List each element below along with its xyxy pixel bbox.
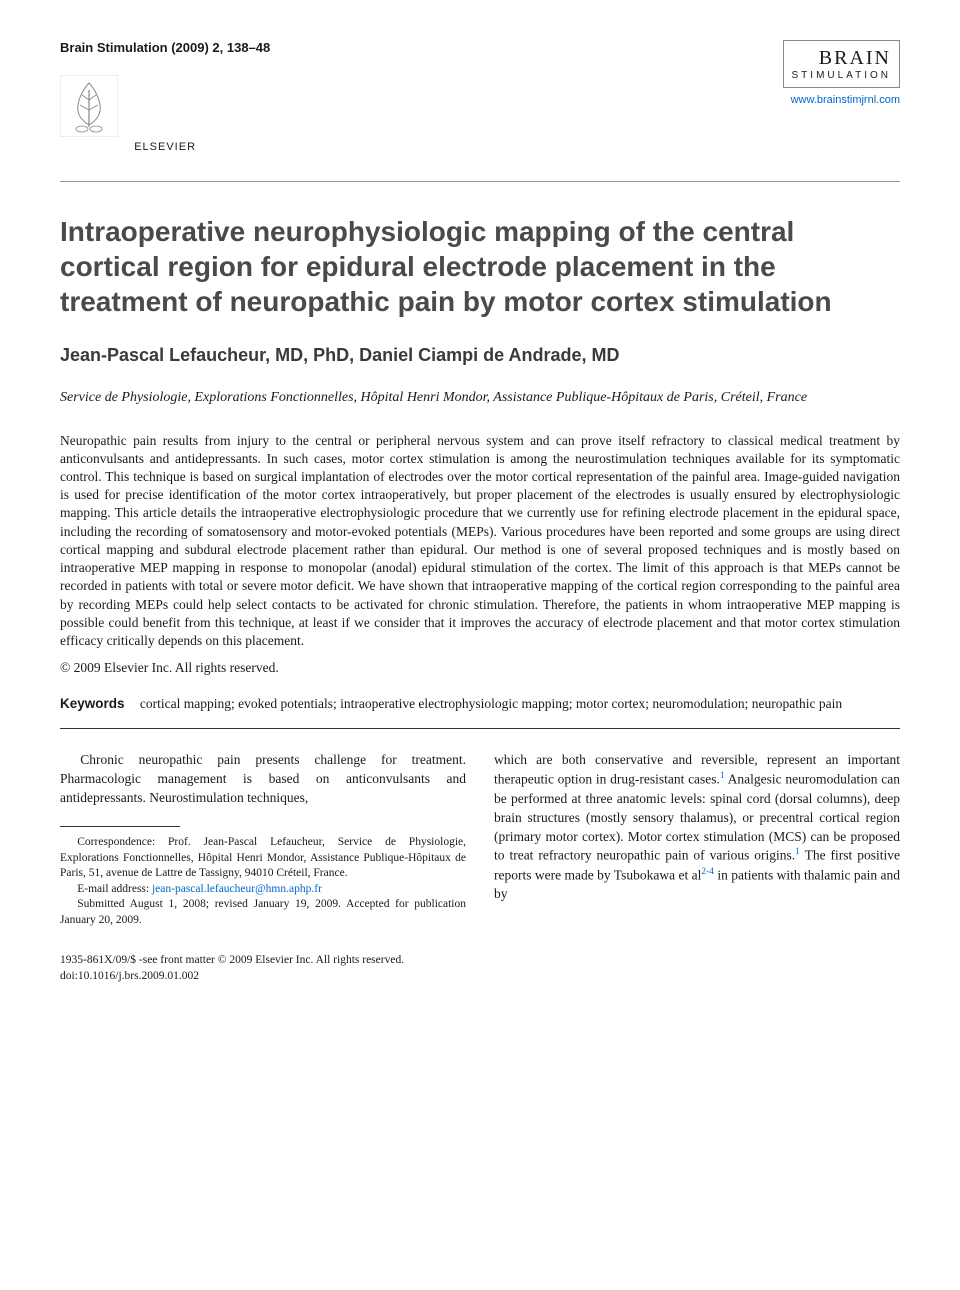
footer-line-2: doi:10.1016/j.brs.2009.01.002 — [60, 968, 900, 984]
body-para-1: Chronic neuropathic pain presents challe… — [60, 751, 466, 808]
column-right: which are both conservative and reversib… — [494, 751, 900, 928]
copyright-line: © 2009 Elsevier Inc. All rights reserved… — [60, 660, 900, 676]
column-left: Chronic neuropathic pain presents challe… — [60, 751, 466, 928]
journal-logo-top: BRAIN — [792, 47, 891, 70]
body-para-2: which are both conservative and reversib… — [494, 751, 900, 904]
header-rule — [60, 181, 900, 182]
citation-text: Brain Stimulation (2009) 2, 138–48 — [60, 40, 270, 55]
journal-url[interactable]: www.brainstimjrnl.com — [783, 94, 900, 106]
header-right: BRAIN STIMULATION www.brainstimjrnl.com — [783, 40, 900, 106]
correspondence-note: Correspondence: Prof. Jean-Pascal Lefauc… — [60, 835, 466, 882]
body-columns: Chronic neuropathic pain presents challe… — [60, 751, 900, 928]
journal-logo-bottom: STIMULATION — [792, 70, 891, 81]
elsevier-tree-icon — [60, 75, 118, 137]
page-footer: 1935-861X/09/$ -see front matter © 2009 … — [60, 952, 900, 984]
elsevier-label: ELSEVIER — [60, 141, 270, 153]
ref-2-4[interactable]: 2-4 — [701, 867, 714, 877]
abstract-text: Neuropathic pain results from injury to … — [60, 432, 900, 651]
email-line: E-mail address: jean-pascal.lefaucheur@h… — [60, 882, 466, 898]
section-rule — [60, 728, 900, 729]
journal-logo: BRAIN STIMULATION — [783, 40, 900, 88]
footnote-rule — [60, 826, 180, 827]
submission-note: Submitted August 1, 2008; revised Januar… — [60, 897, 466, 928]
elsevier-logo: ELSEVIER — [60, 75, 270, 153]
email-label: E-mail address: — [77, 883, 152, 895]
header-left: Brain Stimulation (2009) 2, 138–48 ELSEV… — [60, 40, 270, 153]
page-header: Brain Stimulation (2009) 2, 138–48 ELSEV… — [60, 40, 900, 153]
article-title: Intraoperative neurophysiologic mapping … — [60, 214, 900, 319]
footnote-block: Correspondence: Prof. Jean-Pascal Lefauc… — [60, 835, 466, 928]
keywords-block: Keywords cortical mapping; evoked potent… — [60, 694, 900, 714]
affiliation: Service de Physiologie, Explorations Fon… — [60, 388, 900, 408]
email-address[interactable]: jean-pascal.lefaucheur@hmn.aphp.fr — [152, 883, 322, 895]
keywords-list: cortical mapping; evoked potentials; int… — [140, 696, 842, 711]
footer-line-1: 1935-861X/09/$ -see front matter © 2009 … — [60, 952, 900, 968]
authors-line: Jean-Pascal Lefaucheur, MD, PhD, Daniel … — [60, 345, 900, 366]
keywords-label: Keywords — [60, 696, 125, 711]
